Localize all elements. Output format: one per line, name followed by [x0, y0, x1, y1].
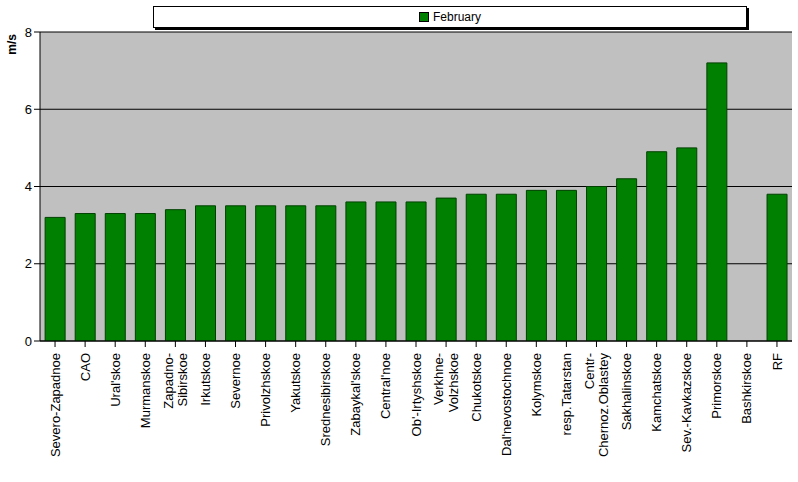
svg-text:Yakutskoe: Yakutskoe — [288, 353, 303, 413]
svg-text:Zabaykal'skoe: Zabaykal'skoe — [348, 353, 363, 436]
svg-text:Ob'-Irtyshskoe: Ob'-Irtyshskoe — [409, 353, 424, 436]
svg-text:Murmanskoe: Murmanskoe — [138, 353, 153, 428]
svg-text:Bashkirskoe: Bashkirskoe — [739, 353, 754, 424]
svg-text:resp.Tatarstan: resp.Tatarstan — [559, 353, 574, 435]
svg-text:Severnoe: Severnoe — [228, 353, 243, 409]
svg-text:Dal'nevostochnoe: Dal'nevostochnoe — [499, 353, 514, 456]
svg-text:8: 8 — [25, 25, 32, 40]
svg-text:RF: RF — [770, 353, 785, 370]
svg-text:2: 2 — [25, 256, 32, 271]
svg-text:Chukotskoe: Chukotskoe — [469, 353, 484, 422]
svg-text:0: 0 — [25, 334, 32, 349]
svg-text:Srednesibirskoe: Srednesibirskoe — [318, 353, 333, 446]
svg-text:CAO: CAO — [78, 353, 93, 381]
svg-text:Central'noe: Central'noe — [378, 353, 393, 419]
svg-text:4: 4 — [25, 179, 32, 194]
svg-text:Ural'skoe: Ural'skoe — [108, 353, 123, 407]
svg-text:Kamchatskoe: Kamchatskoe — [649, 353, 664, 432]
svg-text:Zapadno-Sibirskoe: Zapadno-Sibirskoe — [161, 353, 190, 409]
svg-text:Irkutskoe: Irkutskoe — [198, 353, 213, 406]
svg-text:6: 6 — [25, 102, 32, 117]
svg-text:m/s: m/s — [8, 34, 19, 55]
svg-text:Severo-Zapadnoe: Severo-Zapadnoe — [48, 353, 63, 457]
svg-text:Sev.-Kavkazskoe: Sev.-Kavkazskoe — [679, 353, 694, 452]
svg-text:Privolzhskoe: Privolzhskoe — [258, 353, 273, 427]
html-text:February: February — [433, 10, 481, 24]
svg-text:Sakhalinskoe: Sakhalinskoe — [619, 353, 634, 430]
svg-text:Centr-Chernoz.Oblastey: Centr-Chernoz.Oblastey — [582, 353, 611, 458]
svg-text:Verkhne-Volzhskoe: Verkhne-Volzhskoe — [431, 353, 460, 412]
svg-text:Primorskoe: Primorskoe — [709, 353, 724, 419]
svg-text:Kolymskoe: Kolymskoe — [529, 353, 544, 417]
